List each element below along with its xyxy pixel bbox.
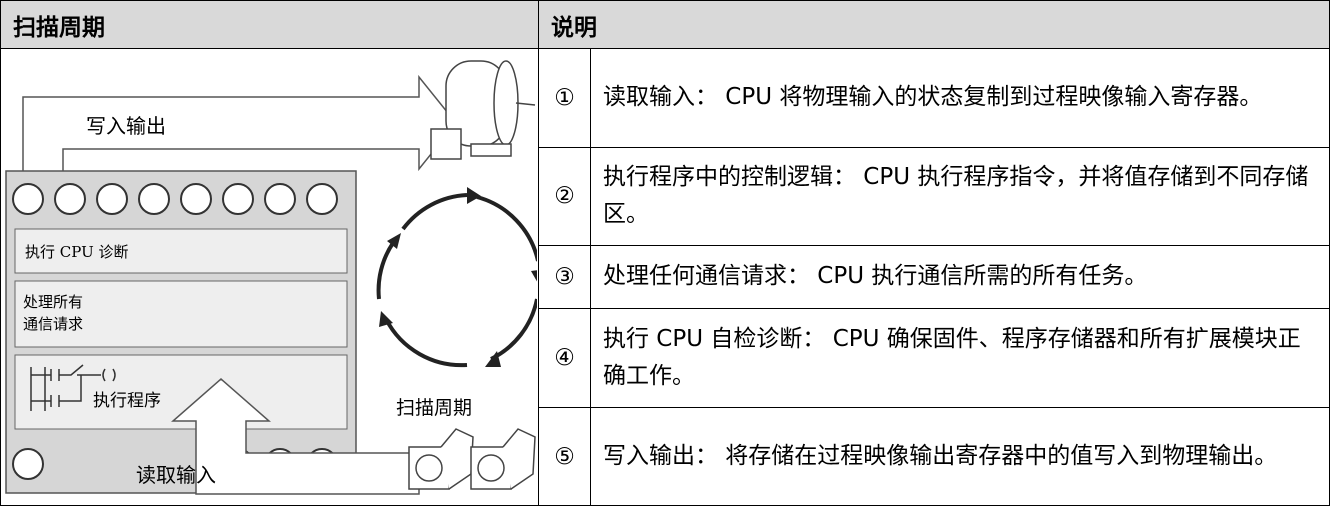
header-cell: 说明 <box>538 0 1330 49</box>
step-text: 写入输出： 将存储在过程映像输出寄存器中的值写入到物理输出。 <box>590 407 1330 506</box>
step-number: ⑤ <box>538 407 591 506</box>
step-text: 处理任何通信请求： CPU 执行通信所需的所有任务。 <box>590 245 1330 309</box>
label: 通信请求 <box>23 315 83 333</box>
panel <box>14 228 348 274</box>
label: 写入输出 <box>86 114 166 138</box>
step-number: ② <box>538 146 591 246</box>
scan-diagram: 写入输出 执行 CPU 诊断 处理所有 通信请求 执行程序 读取输入 扫描周期 <box>5 60 546 495</box>
step-text: 读取输入： CPU 将物理输入的状态复制到过程映像输入寄存器。 <box>590 48 1330 148</box>
motor-icon <box>430 60 536 160</box>
step-text: 执行程序中的控制逻辑： CPU 执行程序指令，并将值存储到不同存储区。 <box>590 146 1330 246</box>
step-number: ① <box>538 48 591 148</box>
label: 执行 CPU 诊断 <box>25 243 128 261</box>
step-number: ④ <box>538 307 591 409</box>
row: ② 执行程序中的控制逻辑： CPU 执行程序指令，并将值存储到不同存储区。 <box>1 146 1330 246</box>
row: ③ 处理任何通信请求： CPU 执行通信所需的所有任务。 <box>1 245 1330 309</box>
diagram-cell: 写入输出 执行 CPU 诊断 处理所有 通信请求 执行程序 读取输入 扫描周期 <box>0 48 546 506</box>
header-row: 扫描周期 说明 <box>0 0 1330 49</box>
row: ④ 执行 CPU 自检诊断： CPU 确保固件、程序存储器和所有扩展模块正确工作… <box>1 307 1330 409</box>
label: 执行程序 <box>93 391 161 411</box>
label: 处理所有 <box>23 293 83 311</box>
row: 写入输出 执行 CPU 诊断 处理所有 通信请求 执行程序 读取输入 扫描周期 … <box>0 48 1330 506</box>
label: 扫描周期 <box>396 397 472 419</box>
panel <box>14 280 348 348</box>
step-text: 执行 CPU 自检诊断： CPU 确保固件、程序存储器和所有扩展模块正确工作。 <box>590 307 1330 409</box>
ladder-icon <box>30 364 116 411</box>
button-icons <box>408 428 536 490</box>
label: 读取输入 <box>136 463 216 487</box>
cycle-arrows <box>376 193 540 368</box>
header-cell: 扫描周期 <box>0 0 539 49</box>
step-number: ③ <box>538 245 591 309</box>
row: ⑤ 写入输出： 将存储在过程映像输出寄存器中的值写入到物理输出。 <box>1 407 1330 506</box>
